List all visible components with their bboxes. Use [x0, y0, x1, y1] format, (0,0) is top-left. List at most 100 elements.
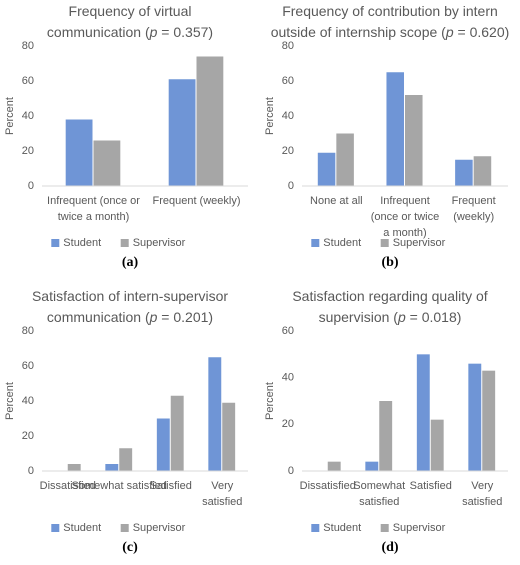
chart-title: communication (p = 0.201) — [47, 309, 213, 325]
x-tick-label: satisfied — [359, 496, 399, 508]
title-segment: p — [445, 24, 454, 40]
bar — [430, 419, 444, 471]
legend-label: Supervisor — [393, 522, 446, 534]
y-tick-label: 20 — [22, 430, 34, 442]
bar — [386, 72, 404, 186]
legend-label: Supervisor — [393, 237, 446, 249]
legend-label: Student — [323, 522, 361, 534]
panel-label: (d) — [381, 540, 398, 555]
y-tick-label: 0 — [28, 180, 34, 192]
y-axis-label: Percent — [4, 382, 16, 420]
x-tick-label: twice a month) — [58, 211, 130, 223]
title-segment: p — [397, 309, 406, 325]
legend-label: Supervisor — [133, 522, 186, 534]
bar — [416, 354, 430, 471]
legend-swatch — [380, 524, 389, 532]
legend-swatch — [120, 239, 129, 247]
legend-swatch — [311, 524, 320, 532]
chart-title: Satisfaction regarding quality of — [292, 288, 487, 304]
chart-title: communication (p = 0.357) — [47, 24, 213, 40]
x-tick-label: Infrequent — [380, 195, 430, 207]
x-tick-label: Satisfied — [410, 480, 452, 492]
legend-swatch — [51, 524, 60, 532]
y-axis-label: Percent — [4, 97, 16, 135]
y-tick-label: 0 — [288, 465, 294, 477]
title-segment: supervision ( — [319, 309, 399, 325]
title-segment: Frequency of contribution by intern — [282, 3, 498, 19]
title-segment: p — [149, 309, 158, 325]
bar — [67, 464, 81, 471]
chart-title: Frequency of contribution by intern — [282, 3, 498, 19]
bar — [482, 370, 496, 471]
bar — [317, 152, 336, 186]
chart-title: Frequency of virtual — [69, 3, 192, 19]
legend-swatch — [311, 239, 320, 247]
title-segment: = 0.018) — [406, 309, 462, 325]
y-tick-label: 20 — [22, 145, 34, 157]
y-tick-label: 60 — [22, 360, 34, 372]
y-tick-label: 40 — [22, 110, 34, 122]
title-segment: Frequency of virtual — [69, 3, 192, 19]
x-tick-label: satisfied — [462, 496, 502, 508]
legend-label: Student — [63, 522, 101, 534]
title-segment: Satisfaction of intern-supervisor — [32, 288, 228, 304]
x-tick-label: Frequent (weekly) — [152, 195, 240, 207]
bar — [365, 461, 379, 471]
x-tick-label: Dissatisfied — [300, 480, 356, 492]
bar — [379, 401, 393, 471]
x-tick-label: Very — [471, 480, 494, 492]
chart-title: outside of internship scope (p = 0.620) — [271, 24, 510, 40]
y-tick-label: 60 — [282, 75, 294, 87]
y-tick-label: 80 — [22, 325, 34, 337]
bar — [468, 363, 482, 471]
y-tick-label: 80 — [22, 40, 34, 52]
legend-label: Student — [63, 237, 101, 249]
title-segment: p — [149, 24, 158, 40]
title-segment: communication ( — [47, 24, 150, 40]
x-tick-label: None at all — [310, 195, 363, 207]
y-axis-label: Percent — [264, 97, 276, 135]
legend-swatch — [380, 239, 389, 247]
x-tick-label: Dissatisfied — [40, 480, 96, 492]
chart-title: supervision (p = 0.018) — [319, 309, 462, 325]
panel-label: (b) — [381, 255, 398, 270]
y-tick-label: 0 — [28, 465, 34, 477]
legend-label: Student — [323, 237, 361, 249]
y-tick-label: 40 — [282, 372, 294, 384]
bar — [93, 140, 121, 186]
bar — [327, 461, 341, 471]
y-tick-label: 40 — [282, 110, 294, 122]
title-segment: = 0.357) — [157, 24, 213, 40]
bar — [168, 79, 196, 186]
x-tick-label: Satisfied — [150, 480, 192, 492]
bar — [119, 448, 133, 471]
title-segment: = 0.201) — [157, 309, 213, 325]
x-tick-label: Infrequent (once or — [47, 195, 140, 207]
bar — [222, 402, 236, 471]
x-tick-label: (once or twice — [371, 211, 439, 223]
y-tick-label: 20 — [282, 418, 294, 430]
chart-title: Satisfaction of intern-supervisor — [32, 288, 228, 304]
y-tick-label: 80 — [282, 40, 294, 52]
x-tick-label: (weekly) — [453, 211, 494, 223]
y-axis-label: Percent — [264, 382, 276, 420]
bar — [473, 156, 492, 186]
y-tick-label: 20 — [282, 145, 294, 157]
bar — [65, 119, 93, 186]
y-tick-label: 40 — [22, 395, 34, 407]
title-segment: outside of internship scope ( — [271, 24, 446, 40]
x-tick-label: Frequent — [452, 195, 496, 207]
bar — [156, 418, 170, 471]
bar — [196, 56, 224, 186]
x-tick-label: Very — [211, 480, 234, 492]
bar — [170, 395, 184, 471]
y-tick-label: 60 — [282, 325, 294, 337]
x-tick-label: Somewhat satisfied — [72, 480, 167, 492]
x-tick-label: satisfied — [202, 496, 242, 508]
y-tick-label: 60 — [22, 75, 34, 87]
title-segment: = 0.620) — [454, 24, 510, 40]
panel-label: (a) — [122, 255, 139, 270]
x-tick-label: a month) — [383, 227, 426, 239]
bar — [405, 95, 423, 186]
